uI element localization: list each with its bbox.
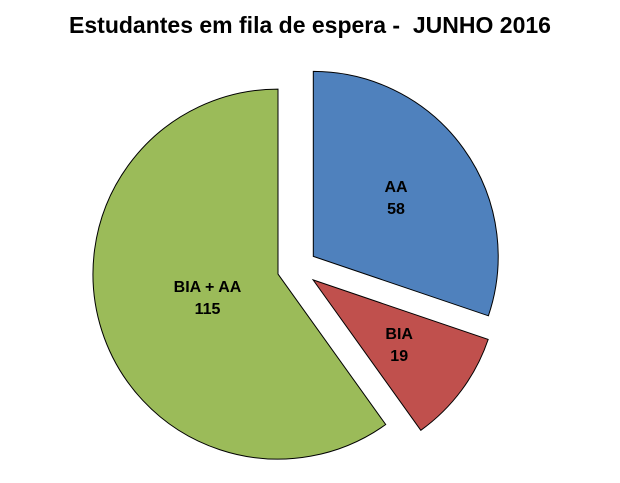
pie-slice-bia [311,278,489,431]
pie-slice-aa [312,70,499,317]
pie-slice-label: AA 58 [384,179,408,218]
pie-slice-bia-aa [92,88,387,460]
pie-slice-label: BIA + AA 115 [174,279,242,318]
chart-title: Estudantes em fila de espera - JUNHO 201… [69,12,551,38]
pie-slice-label: BIA 19 [385,326,413,365]
